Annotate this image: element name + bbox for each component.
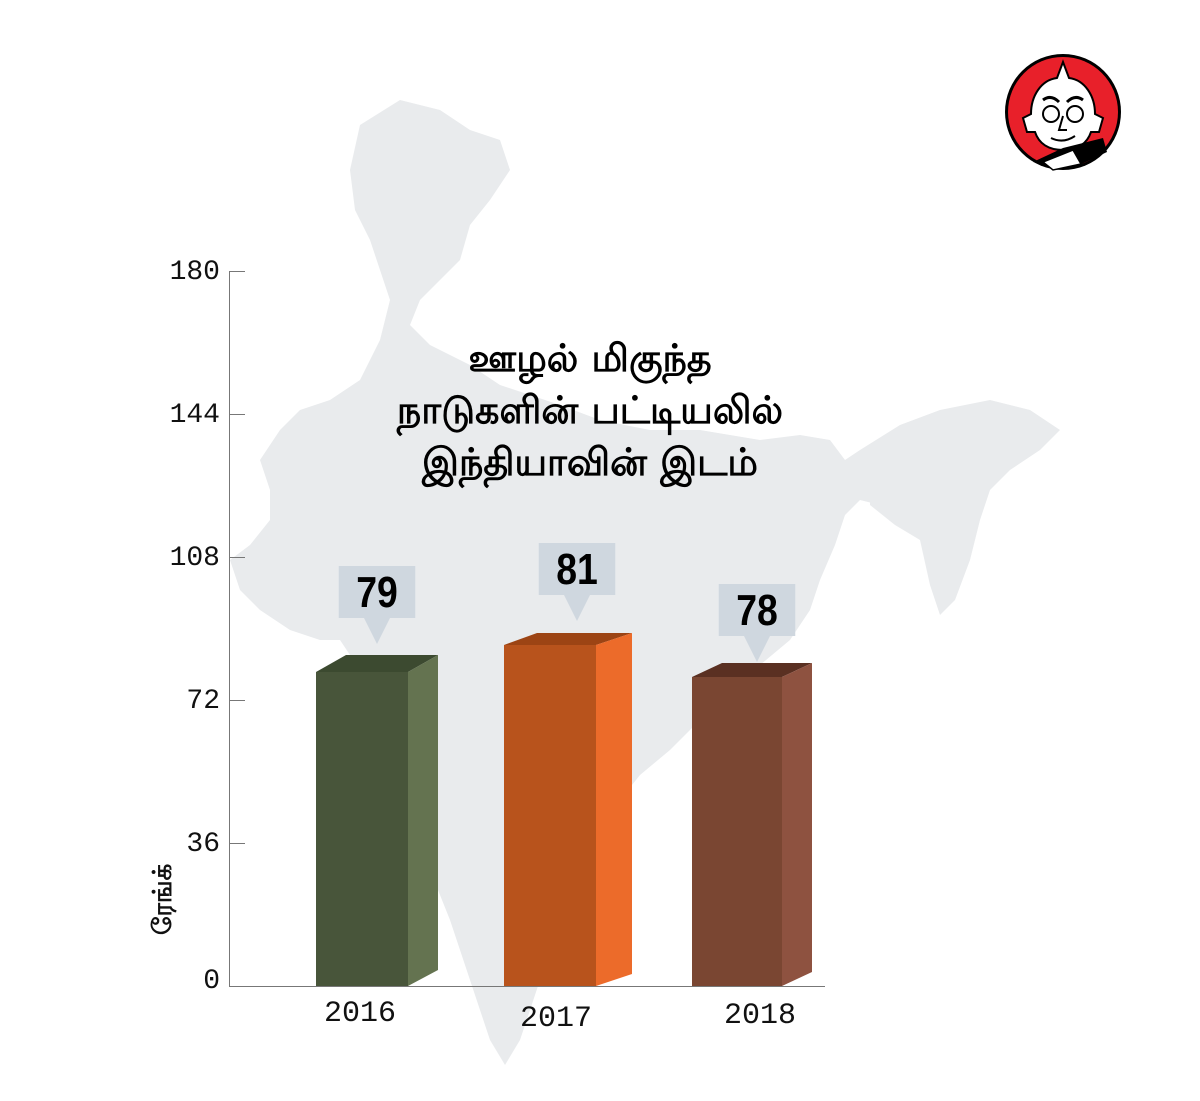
callout-pointer: [744, 636, 770, 662]
y-tick-label: 108: [169, 543, 220, 574]
bar-2017: [504, 633, 632, 986]
title-line-2: நாடுகளின் பட்டியலில்: [396, 388, 784, 432]
y-tick: [229, 700, 245, 701]
value-callout-2018: 78: [718, 584, 796, 636]
y-tick: [229, 271, 245, 272]
y-tick: [229, 557, 245, 558]
callout-pointer: [564, 595, 590, 621]
y-tick-label: 144: [169, 400, 220, 431]
x-tick-label-2018: 2018: [723, 999, 796, 1033]
y-tick-label: 36: [186, 829, 220, 860]
value-callout-2017: 81: [538, 543, 616, 595]
bar-2016: [316, 655, 438, 986]
title-line-3: இந்தியாவின் இடம்: [421, 440, 758, 484]
callout-pointer: [364, 618, 390, 644]
value-callout-2016: 79: [338, 566, 416, 618]
y-tick: [229, 414, 245, 415]
chart-title: ஊழல் மிகுந்த நாடுகளின் பட்டியலில் இந்திய…: [340, 332, 840, 488]
y-tick-label: 180: [169, 257, 220, 288]
cartoon-mascot-logo: [1005, 54, 1121, 171]
y-tick: [229, 843, 245, 844]
bar-2018: [692, 663, 812, 986]
y-tick-label: 0: [203, 966, 220, 997]
title-line-1: ஊழல் மிகுந்த: [468, 336, 712, 380]
y-tick-label: 72: [186, 686, 220, 717]
y-axis-line: [229, 271, 230, 987]
x-tick-label-2017: 2017: [519, 1002, 592, 1036]
x-tick-label-2016: 2016: [323, 997, 396, 1031]
x-axis-line: [229, 986, 825, 987]
